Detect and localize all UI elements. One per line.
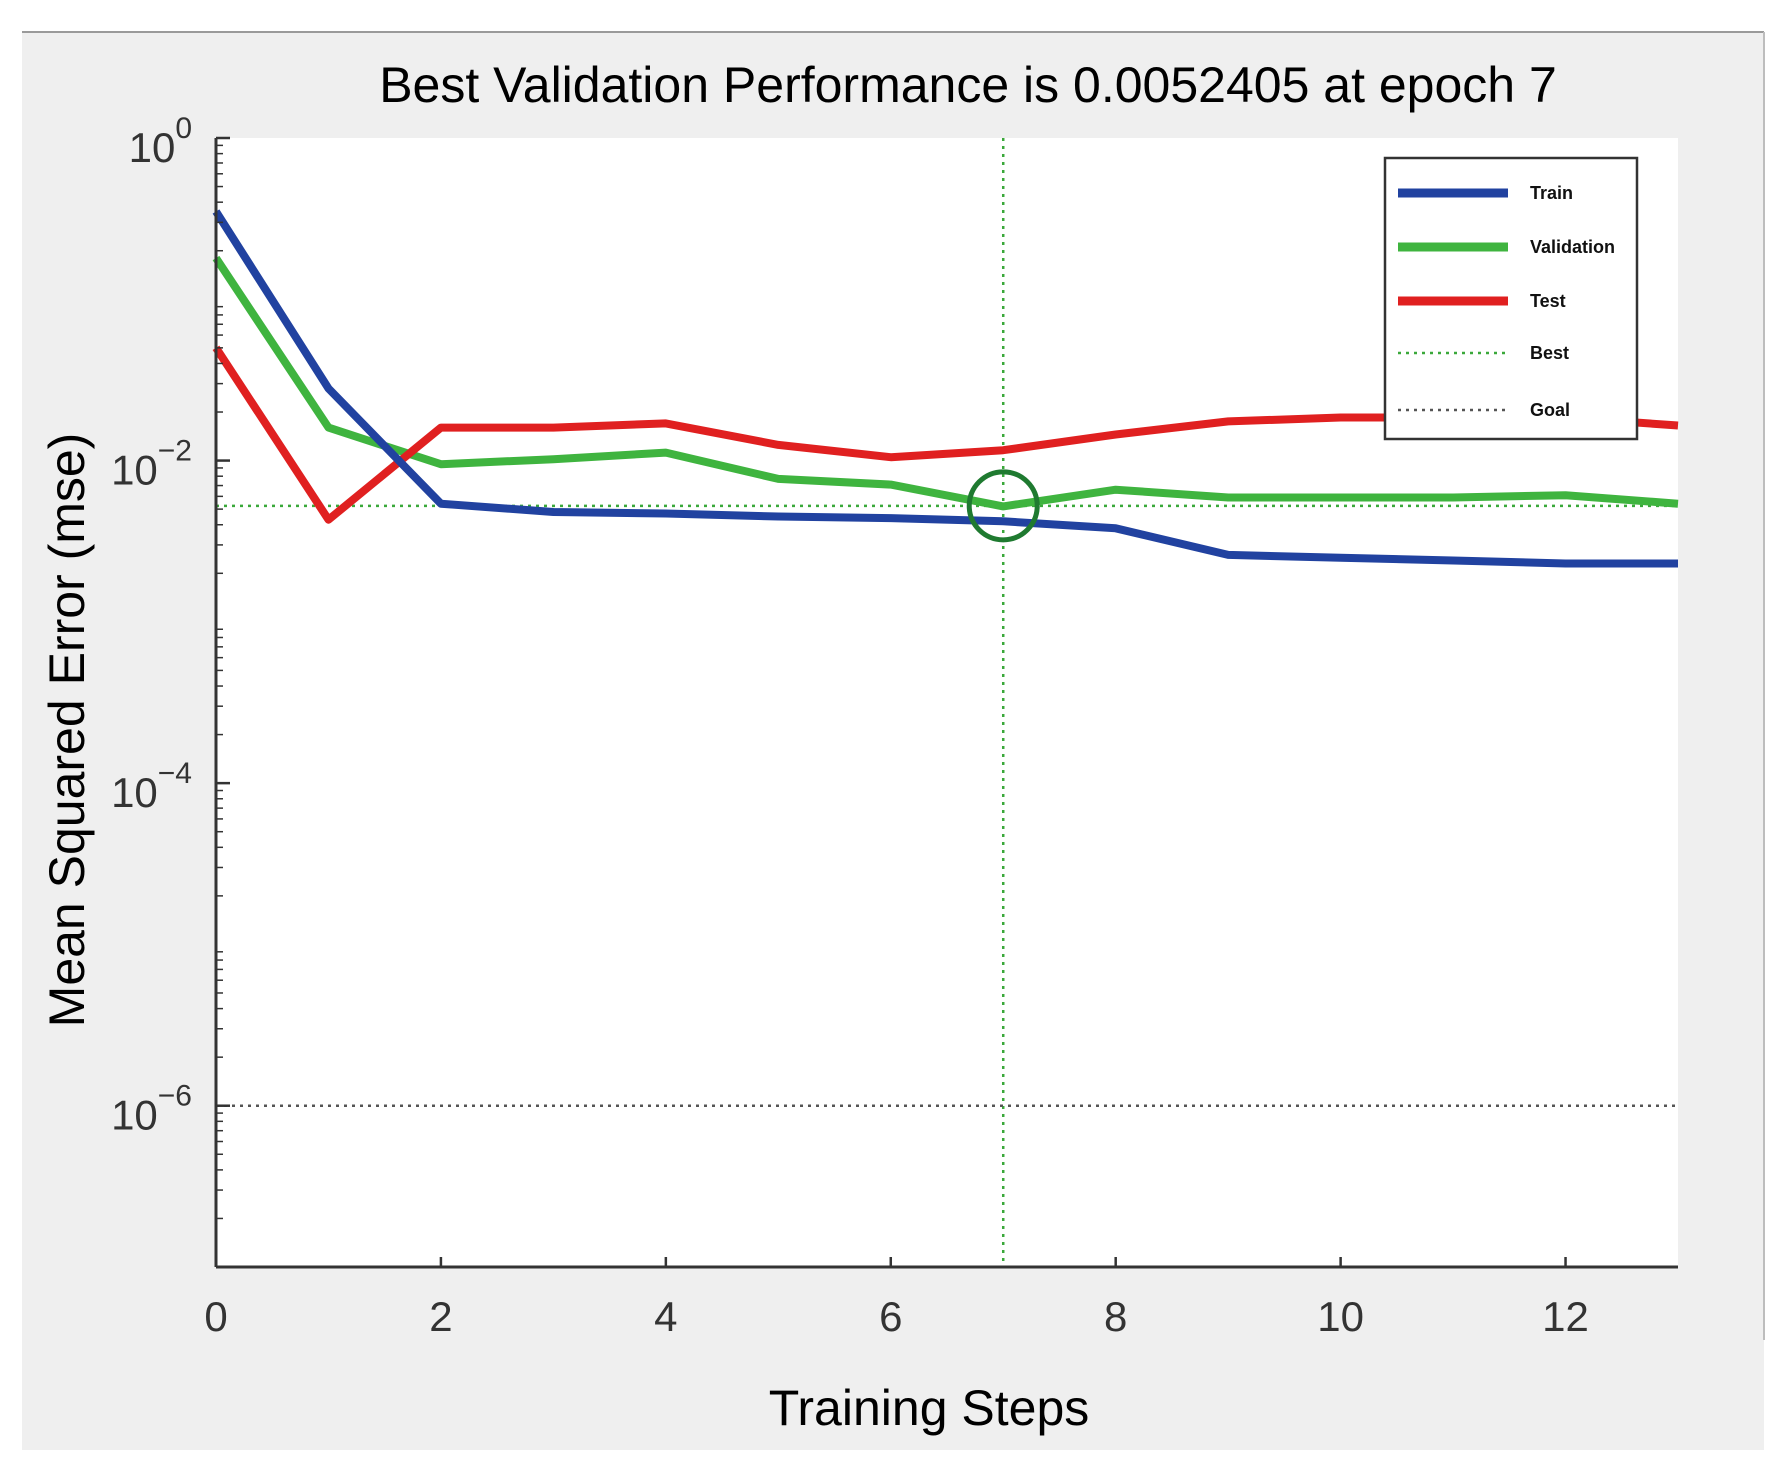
y-tick-label: 10−4 <box>111 757 192 816</box>
y-axis-label: Mean Squared Error (mse) <box>39 433 95 1028</box>
y-tick-label-exponent: −4 <box>158 757 192 790</box>
reference-lines <box>216 138 1678 1267</box>
y-tick-label-exponent: −2 <box>158 435 192 468</box>
series-validation-line <box>212 255 1679 511</box>
legend-label-test: Test <box>1530 291 1566 311</box>
x-tick-label: 4 <box>654 1293 677 1340</box>
legend-label-train: Train <box>1530 183 1573 203</box>
y-tick-label: 100 <box>129 112 192 171</box>
y-minor-ticks <box>216 144 223 1220</box>
series-train-line <box>212 209 1678 568</box>
x-ticks: 0 2 4 6 8 10 12 <box>204 1257 1589 1340</box>
legend: Train Validation Test Best Goal <box>1383 156 1639 441</box>
y-tick-label: 10−6 <box>111 1080 192 1139</box>
y-tick-label-base: 10 <box>111 447 158 494</box>
y-tick-label-exponent: 0 <box>175 112 192 145</box>
legend-label-validation: Validation <box>1530 237 1615 257</box>
x-tick-label: 0 <box>204 1293 227 1340</box>
y-tick-label-base: 10 <box>129 124 176 171</box>
best-epoch-marker <box>966 469 1040 543</box>
y-tick-label: 10−2 <box>111 435 192 494</box>
x-tick-label: 2 <box>429 1293 452 1340</box>
chart-title: Best Validation Performance is 0.0052405… <box>379 57 1557 113</box>
y-tick-label-base: 10 <box>111 769 158 816</box>
x-tick-label: 10 <box>1317 1293 1364 1340</box>
x-tick-label: 6 <box>879 1293 902 1340</box>
x-tick-label: 12 <box>1542 1293 1589 1340</box>
y-tick-label-base: 10 <box>111 1092 158 1139</box>
y-tick-label-exponent: −6 <box>158 1080 192 1113</box>
legend-label-best: Best <box>1530 343 1569 363</box>
legend-items: Train Validation Test Best Goal <box>1398 183 1615 420</box>
x-tick-label: 8 <box>1104 1293 1127 1340</box>
x-axis-label: Training Steps <box>769 1380 1090 1436</box>
legend-label-goal: Goal <box>1530 400 1570 420</box>
